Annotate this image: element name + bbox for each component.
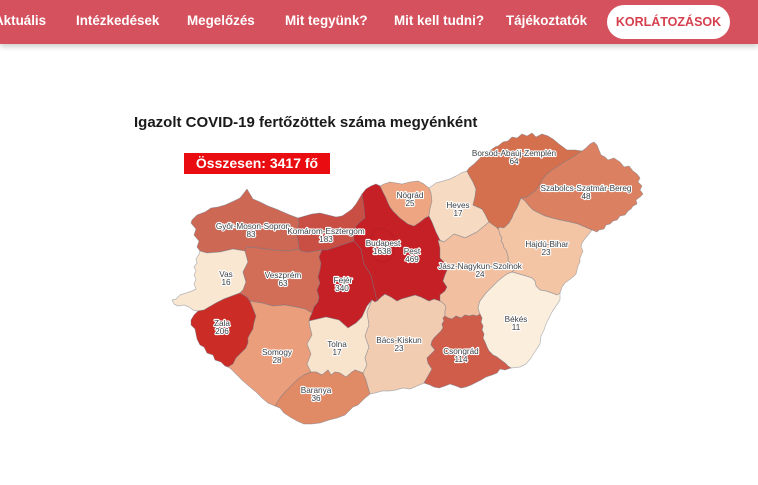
svg-text:17: 17 [332, 348, 342, 357]
svg-text:Jász-Nagykun-Szolnok: Jász-Nagykun-Szolnok [438, 262, 523, 271]
svg-text:Borsod-Abaúj-Zemplén: Borsod-Abaúj-Zemplén [472, 149, 557, 158]
svg-text:183: 183 [319, 235, 333, 244]
svg-text:Nógrád: Nógrád [397, 191, 424, 200]
svg-text:Komárom-Esztergom: Komárom-Esztergom [287, 227, 365, 236]
svg-text:16: 16 [221, 278, 231, 287]
svg-text:36: 36 [311, 394, 321, 403]
svg-text:63: 63 [278, 279, 288, 288]
svg-text:Veszprém: Veszprém [265, 271, 302, 280]
svg-text:Tolna: Tolna [327, 340, 347, 349]
svg-text:23: 23 [541, 248, 551, 257]
svg-text:Zala: Zala [214, 319, 230, 328]
svg-text:25: 25 [405, 199, 415, 208]
svg-text:Pest: Pest [404, 247, 421, 256]
svg-text:Baranya: Baranya [301, 386, 332, 395]
svg-text:24: 24 [475, 270, 485, 279]
svg-text:28: 28 [272, 356, 282, 365]
svg-text:Vas: Vas [219, 270, 233, 279]
svg-text:Bács-Kiskun: Bács-Kiskun [376, 336, 422, 345]
svg-text:Békés: Békés [505, 315, 528, 324]
svg-text:48: 48 [581, 192, 591, 201]
svg-text:114: 114 [454, 355, 467, 364]
svg-text:Somogy: Somogy [262, 348, 293, 357]
svg-text:17: 17 [453, 209, 463, 218]
svg-text:Hajdú-Bihar: Hajdú-Bihar [525, 240, 569, 249]
svg-text:Fejér: Fejér [334, 276, 353, 285]
svg-text:83: 83 [246, 230, 256, 239]
svg-text:Csongrád: Csongrád [443, 347, 479, 356]
svg-text:469: 469 [405, 255, 419, 264]
svg-text:206: 206 [215, 327, 229, 336]
svg-text:Budapest: Budapest [366, 239, 401, 248]
svg-text:11: 11 [512, 323, 521, 332]
svg-text:340: 340 [335, 284, 349, 293]
svg-text:23: 23 [394, 344, 404, 353]
svg-text:64: 64 [509, 157, 519, 166]
svg-text:Szabolcs-Szatmár-Bereg: Szabolcs-Szatmár-Bereg [540, 184, 631, 193]
svg-text:Győr-Moson-Sopron: Győr-Moson-Sopron [216, 222, 291, 231]
svg-text:Heves: Heves [446, 201, 469, 210]
svg-text:1638: 1638 [373, 247, 392, 256]
